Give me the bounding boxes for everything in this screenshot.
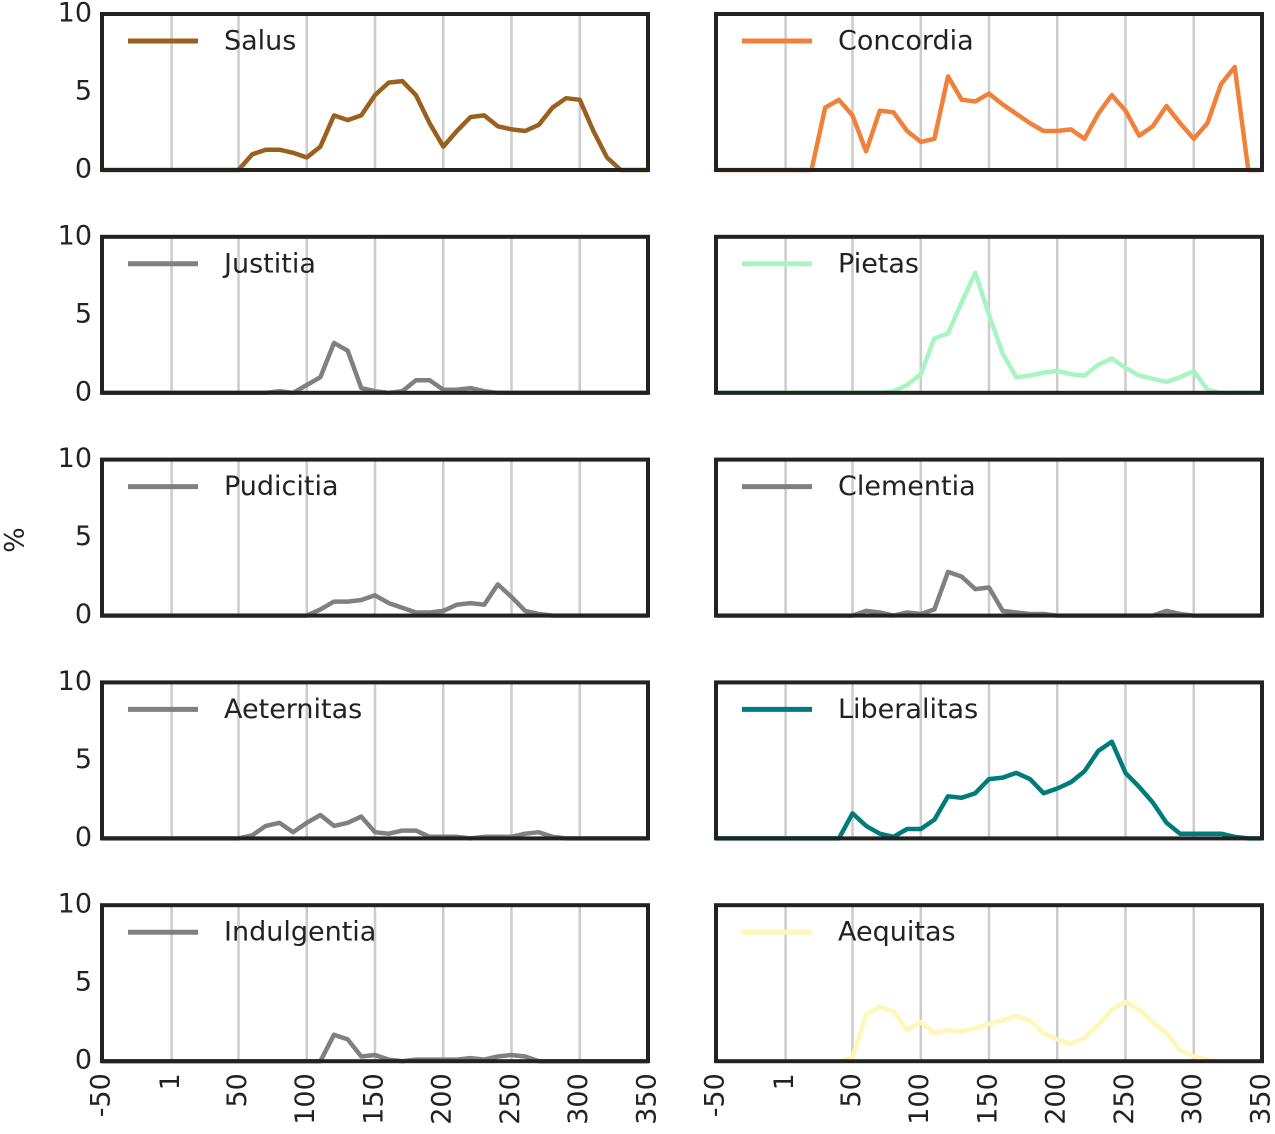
- y-tick-label: 0: [75, 154, 92, 185]
- legend-label: Pudicitia: [224, 471, 339, 502]
- legend-label: Indulgentia: [224, 917, 376, 948]
- legend-label: Justitia: [222, 248, 316, 279]
- legend-label: Aequitas: [838, 917, 956, 948]
- panel-frame: [714, 680, 1264, 841]
- y-axis-label: %: [0, 527, 31, 553]
- legend-label: Aeternitas: [224, 694, 362, 725]
- x-tick-label: 150: [359, 1073, 390, 1125]
- y-tick-label: 10: [58, 666, 92, 697]
- y-tick-label: 10: [58, 889, 92, 920]
- x-tick-label: 100: [904, 1073, 935, 1125]
- x-tick-label: 250: [1109, 1073, 1140, 1125]
- panel-frame: [714, 903, 1264, 1064]
- y-tick-label: 10: [58, 0, 92, 29]
- panel-frame: [714, 234, 1264, 395]
- panel-frame: [100, 234, 650, 395]
- y-tick-label: 5: [75, 967, 92, 998]
- x-tick-label: 250: [495, 1073, 526, 1125]
- x-tick-label: 350: [1246, 1073, 1275, 1125]
- legend-label: Salus: [224, 26, 296, 57]
- x-tick-label: 1: [155, 1073, 186, 1090]
- panel-frame: [100, 12, 650, 172]
- panel-frame: [100, 680, 650, 841]
- x-tick-label: 300: [1177, 1073, 1208, 1125]
- y-tick-label: 10: [58, 220, 92, 251]
- legend-label: Clementia: [838, 471, 976, 502]
- legend-label: Concordia: [838, 26, 974, 57]
- y-tick-label: 0: [75, 1045, 92, 1076]
- y-tick-label: 5: [75, 76, 92, 107]
- legend-label: Liberalitas: [838, 694, 978, 725]
- panel-frame: [714, 457, 1264, 618]
- x-tick-label: -50: [700, 1073, 731, 1117]
- panel-frame: [100, 903, 650, 1064]
- x-tick-label: 150: [973, 1073, 1004, 1125]
- panel-frame: [714, 12, 1264, 172]
- y-tick-label: 5: [75, 521, 92, 552]
- y-tick-label: 5: [75, 744, 92, 775]
- x-tick-label: -50: [86, 1073, 117, 1117]
- x-tick-label: 50: [836, 1073, 867, 1107]
- x-tick-label: 350: [632, 1073, 663, 1125]
- y-tick-label: 5: [75, 298, 92, 329]
- y-tick-label: 0: [75, 822, 92, 853]
- legend-label: Pietas: [838, 248, 919, 279]
- x-tick-label: 50: [222, 1073, 253, 1107]
- x-tick-label: 300: [563, 1073, 594, 1125]
- x-tick-label: 200: [1041, 1073, 1072, 1125]
- x-tick-label: 200: [427, 1073, 458, 1125]
- y-tick-label: 10: [58, 443, 92, 474]
- y-tick-label: 0: [75, 376, 92, 407]
- x-tick-label: 1: [769, 1073, 800, 1090]
- panel-frame: [100, 457, 650, 618]
- x-tick-label: 100: [290, 1073, 321, 1125]
- y-tick-label: 0: [75, 599, 92, 630]
